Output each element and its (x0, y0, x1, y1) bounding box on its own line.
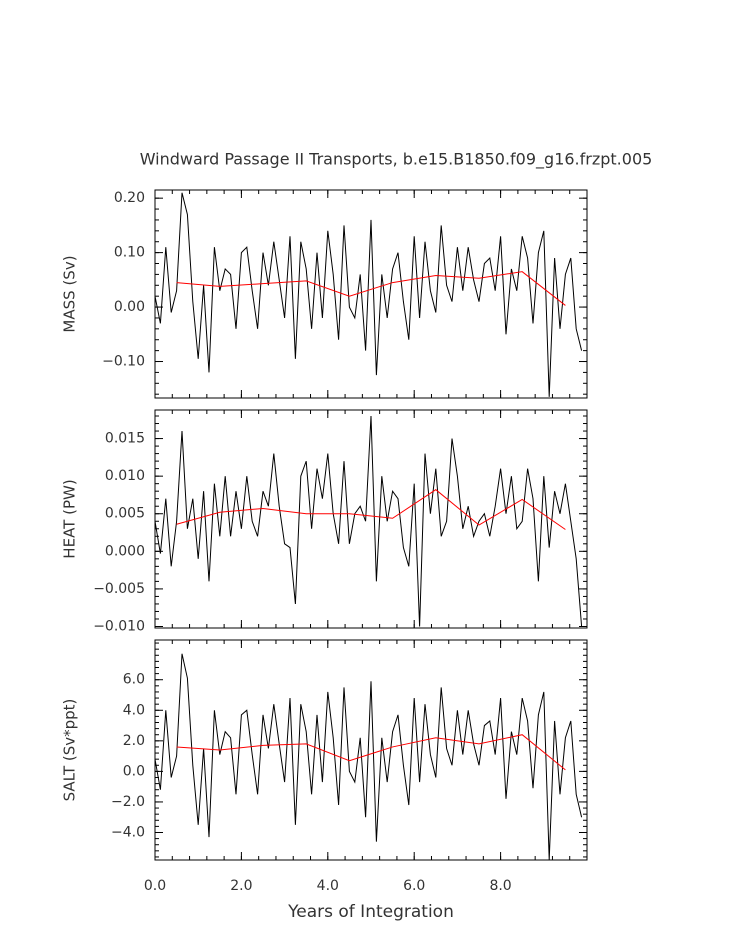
y-axis-label: SALT (Sv*ppt) (61, 699, 79, 802)
y-tick-label: −0.005 (93, 581, 145, 597)
y-tick-label: −2.0 (111, 794, 145, 810)
y-tick-label: 0.10 (114, 245, 145, 261)
y-tick-label: −0.10 (102, 354, 145, 370)
y-axis-label: MASS (Sv) (61, 255, 79, 332)
y-tick-label: −0.010 (93, 618, 145, 634)
y-tick-label: 0.20 (114, 190, 145, 206)
panel-frame (154, 639, 588, 861)
series-line (154, 415, 583, 627)
series-line (176, 489, 566, 530)
y-tick-label: 0.00 (114, 299, 145, 315)
y-tick-label: 6.0 (123, 672, 145, 688)
series-line (154, 653, 583, 861)
series-line (176, 734, 566, 771)
y-axis-label: HEAT (PW) (61, 479, 79, 558)
chart-title: Windward Passage II Transports, b.e15.B1… (140, 150, 653, 170)
y-tick-label: 0.000 (105, 543, 145, 559)
x-tick-label: 8.0 (489, 878, 511, 894)
x-tick-label: 0.0 (144, 878, 166, 894)
y-tick-label: 0.015 (105, 431, 145, 447)
y-tick-label: 4.0 (123, 702, 145, 718)
y-tick-label: 0.010 (105, 468, 145, 484)
y-tick-label: 0.005 (105, 506, 145, 522)
x-tick-label: 4.0 (317, 878, 339, 894)
y-tick-label: 2.0 (123, 733, 145, 749)
y-tick-label: −4.0 (111, 825, 145, 841)
y-tick-label: 0.0 (123, 763, 145, 779)
series-line (176, 271, 566, 306)
series-line (154, 192, 583, 397)
panel-frame (154, 189, 588, 399)
x-tick-label: 2.0 (230, 878, 252, 894)
panel-frame (154, 409, 588, 629)
x-axis-label: Years of Integration (287, 902, 454, 922)
x-tick-label: 6.0 (403, 878, 425, 894)
